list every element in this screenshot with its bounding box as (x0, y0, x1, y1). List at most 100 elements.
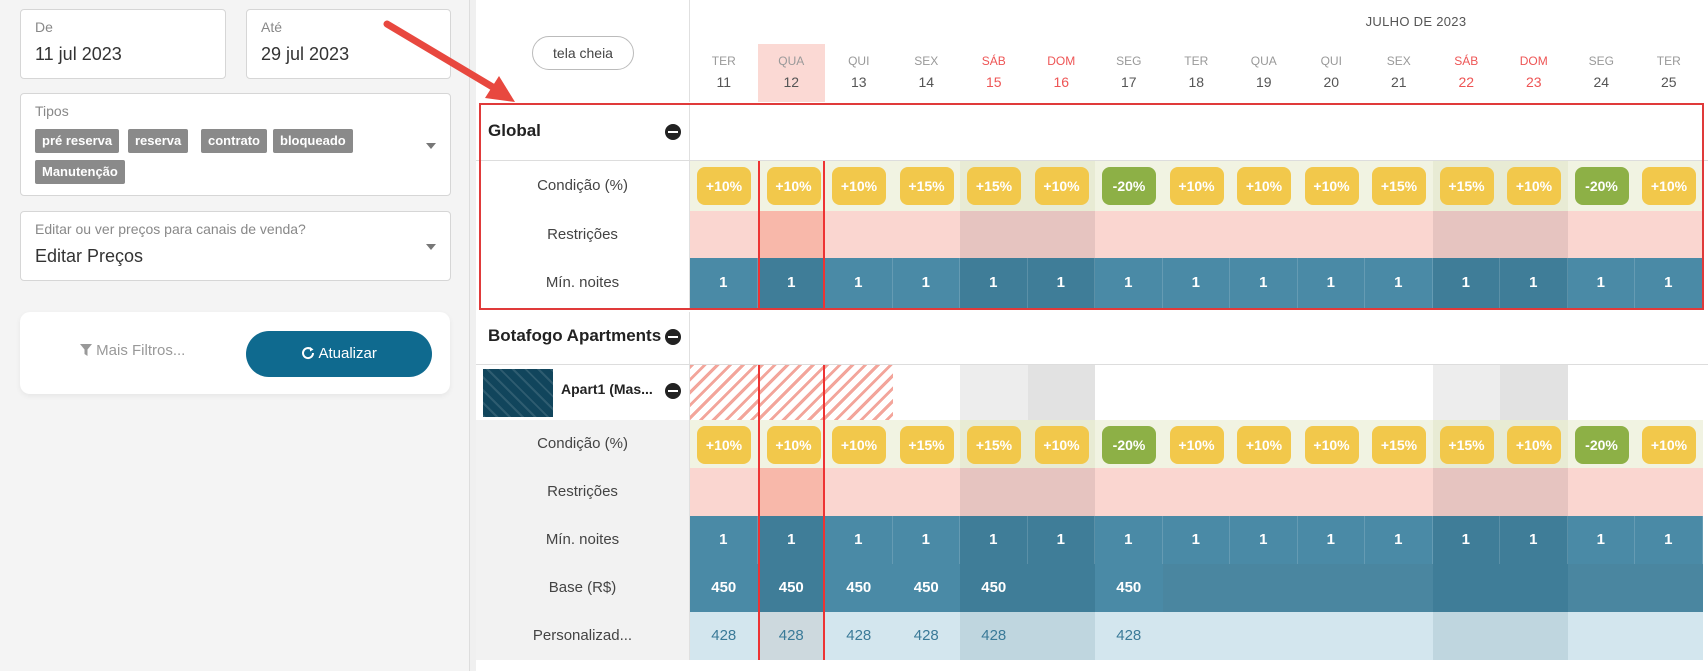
condition-badge[interactable]: +15% (967, 167, 1021, 205)
condition-badge[interactable]: +10% (1304, 426, 1359, 464)
unit-condition-cell[interactable]: +15% (1432, 420, 1500, 468)
global-condition-cell[interactable]: +10% (1162, 161, 1230, 211)
unit-restrictions-cell[interactable] (1027, 468, 1095, 516)
unit-base-price-cell[interactable] (1567, 564, 1635, 612)
unit-base-price-cell[interactable] (1162, 564, 1230, 612)
unit-base-price-cell[interactable]: 450 (690, 564, 758, 612)
type-tag[interactable]: reserva (128, 129, 189, 153)
unit-restrictions-cell[interactable] (1162, 468, 1230, 516)
unit-condition-cell[interactable]: -20% (1567, 420, 1635, 468)
global-min-nights-cell[interactable]: 1 (1567, 258, 1635, 308)
unit-min-nights-cell[interactable]: 1 (892, 516, 960, 564)
unit-custom-price-cell[interactable]: 428 (690, 612, 758, 660)
unit-condition-cell[interactable]: +15% (1365, 420, 1433, 468)
global-min-nights-cell[interactable]: 1 (1635, 258, 1703, 308)
unit-base-price-cell[interactable] (1027, 564, 1095, 612)
unit-restrictions-cell[interactable] (1365, 468, 1433, 516)
condition-badge[interactable]: -20% (1102, 426, 1156, 464)
global-min-nights-cell[interactable]: 1 (1365, 258, 1433, 308)
condition-badge[interactable]: +10% (1034, 426, 1089, 464)
unit-min-nights-cell[interactable]: 1 (960, 516, 1028, 564)
global-min-nights-cell[interactable]: 1 (1432, 258, 1500, 308)
condition-badge[interactable]: -20% (1574, 426, 1629, 464)
unit-title[interactable]: Apart1 (Mas... (561, 381, 653, 397)
unit-custom-price-cell[interactable]: 428 (757, 612, 825, 660)
global-restrictions-cell[interactable] (1365, 211, 1433, 258)
unit-custom-price-cell[interactable] (1230, 612, 1298, 660)
unit-custom-price-cell[interactable]: 428 (825, 612, 893, 660)
unit-custom-price-cell[interactable] (1432, 612, 1500, 660)
chevron-down-icon[interactable] (426, 244, 436, 250)
global-min-nights-cell[interactable]: 1 (1500, 258, 1568, 308)
availability-cell[interactable] (1568, 365, 1636, 420)
unit-base-price-cell[interactable]: 450 (892, 564, 960, 612)
unit-restrictions-cell[interactable] (825, 468, 893, 516)
type-tag[interactable]: Manutenção (35, 160, 125, 184)
unit-min-nights-cell[interactable]: 1 (1432, 516, 1500, 564)
global-restrictions-cell[interactable] (825, 211, 893, 258)
global-restrictions-cell[interactable] (1297, 211, 1365, 258)
unit-custom-price-cell[interactable] (1365, 612, 1433, 660)
fullscreen-button[interactable]: tela cheia (532, 36, 634, 70)
availability-cell[interactable] (1230, 365, 1298, 420)
global-min-nights-cell[interactable]: 1 (1162, 258, 1230, 308)
unit-base-price-cell[interactable] (1365, 564, 1433, 612)
global-restrictions-cell[interactable] (1095, 211, 1163, 258)
unit-custom-price-cell[interactable]: 428 (892, 612, 960, 660)
global-restrictions-cell[interactable] (1635, 211, 1703, 258)
unit-restrictions-cell[interactable] (1230, 468, 1298, 516)
condition-badge[interactable]: +15% (1372, 167, 1426, 205)
unit-condition-cell[interactable]: +10% (1230, 420, 1298, 468)
global-condition-cell[interactable]: +15% (1432, 161, 1500, 211)
availability-cell[interactable] (690, 365, 758, 420)
condition-badge[interactable]: -20% (1102, 167, 1156, 205)
condition-badge[interactable]: +10% (1642, 167, 1696, 205)
unit-min-nights-cell[interactable]: 1 (1635, 516, 1703, 564)
availability-cell[interactable] (893, 365, 961, 420)
condition-badge[interactable]: +10% (697, 426, 751, 464)
global-condition-cell[interactable]: +10% (1635, 161, 1703, 211)
unit-restrictions-cell[interactable] (690, 468, 758, 516)
global-condition-cell[interactable]: +10% (825, 161, 893, 211)
unit-restrictions-cell[interactable] (1297, 468, 1365, 516)
condition-badge[interactable]: +15% (1439, 426, 1494, 464)
unit-condition-cell[interactable]: +10% (1162, 420, 1230, 468)
unit-min-nights-cell[interactable]: 1 (1095, 516, 1163, 564)
global-condition-cell[interactable]: +15% (892, 161, 960, 211)
availability-cell[interactable] (1432, 365, 1500, 420)
condition-badge[interactable]: +10% (766, 426, 821, 464)
unit-base-price-cell[interactable] (1500, 564, 1568, 612)
global-min-nights-cell[interactable]: 1 (1027, 258, 1095, 308)
condition-badge[interactable]: +15% (899, 167, 954, 205)
unit-min-nights-cell[interactable]: 1 (690, 516, 758, 564)
global-restrictions-cell[interactable] (1567, 211, 1635, 258)
availability-cell[interactable] (1635, 365, 1703, 420)
global-condition-cell[interactable]: +10% (757, 161, 825, 211)
collapse-icon[interactable] (665, 383, 681, 399)
unit-custom-price-cell[interactable]: 428 (960, 612, 1028, 660)
global-restrictions-cell[interactable] (757, 211, 825, 258)
type-tag[interactable]: bloqueado (273, 129, 353, 153)
global-restrictions-cell[interactable] (1027, 211, 1095, 258)
availability-cell[interactable] (1027, 365, 1095, 420)
global-restrictions-cell[interactable] (1500, 211, 1568, 258)
global-restrictions-cell[interactable] (1432, 211, 1500, 258)
unit-restrictions-cell[interactable] (1567, 468, 1635, 516)
unit-custom-price-cell[interactable]: 428 (1095, 612, 1163, 660)
availability-cell[interactable] (825, 365, 893, 420)
unit-min-nights-cell[interactable]: 1 (1567, 516, 1635, 564)
condition-badge[interactable]: +10% (1237, 167, 1291, 205)
unit-min-nights-cell[interactable]: 1 (1162, 516, 1230, 564)
unit-custom-price-cell[interactable] (1162, 612, 1230, 660)
unit-condition-cell[interactable]: +10% (1297, 420, 1365, 468)
unit-restrictions-cell[interactable] (892, 468, 960, 516)
unit-base-price-cell[interactable]: 450 (825, 564, 893, 612)
condition-badge[interactable]: +10% (1304, 167, 1359, 205)
global-condition-cell[interactable]: +10% (690, 161, 758, 211)
condition-badge[interactable]: +10% (766, 167, 821, 205)
type-tag[interactable]: pré reserva (35, 129, 120, 153)
unit-custom-price-cell[interactable] (1027, 612, 1095, 660)
condition-badge[interactable]: +10% (1507, 167, 1561, 205)
unit-condition-cell[interactable]: +10% (825, 420, 893, 468)
condition-badge[interactable]: -20% (1574, 167, 1629, 205)
